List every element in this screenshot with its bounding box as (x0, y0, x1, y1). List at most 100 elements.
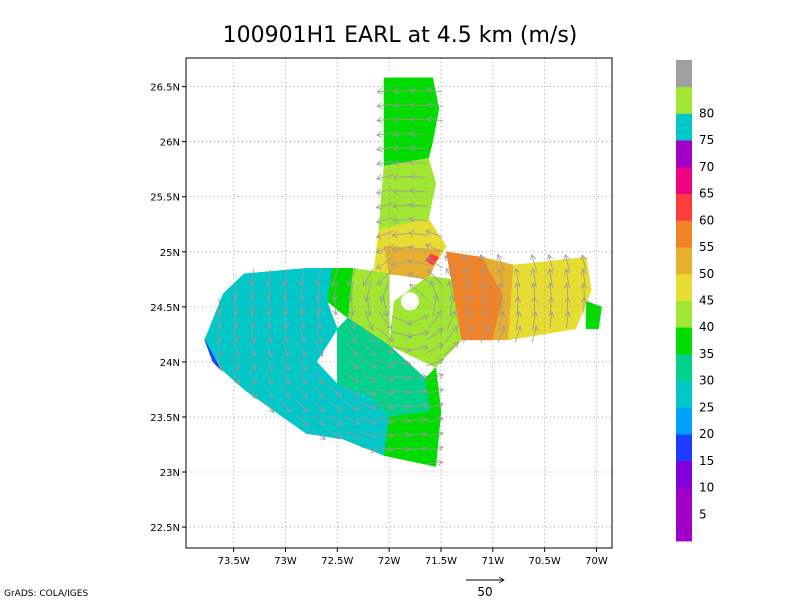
wind-vector (234, 326, 237, 343)
wind-vector (432, 295, 437, 317)
colorbar-swatch (676, 220, 692, 248)
wind-vector (266, 326, 271, 342)
wind-vector (312, 400, 325, 412)
colorbar-swatch (676, 487, 692, 515)
wind-vector (311, 429, 325, 439)
wind-vector (410, 162, 427, 163)
wind-vector (582, 255, 585, 271)
wind-speed-field (204, 77, 602, 467)
wind-vector (393, 448, 409, 449)
wind-vector (377, 133, 394, 135)
wind-vector (431, 281, 440, 302)
wind-speed-region (481, 256, 514, 341)
wind-vector (500, 283, 502, 301)
wind-vector (377, 90, 393, 92)
wind-vector (394, 105, 410, 106)
y-axis-ticks: 22.5N 23N 23.5N 24N 24.5N 25N 25.5N 26N 26.5N (150, 83, 186, 534)
wind-vector (297, 355, 306, 371)
wind-vector (445, 256, 459, 271)
wind-vector (360, 372, 377, 382)
y-tick-label: 26N (160, 138, 180, 149)
colorbar-swatch (676, 407, 692, 435)
wind-speed-region (585, 300, 602, 330)
wind-vector (345, 341, 358, 356)
wind-vector (360, 417, 377, 424)
wind-vector (311, 414, 325, 425)
wind-vector (391, 331, 412, 337)
x-tick-label: 73W (274, 556, 297, 567)
wind-vector (376, 448, 393, 451)
wind-vector (501, 297, 502, 315)
wind-vector (410, 105, 427, 106)
wind-vector (426, 244, 444, 253)
colorbar-legend: 5 10 15 20 25 30 35 40 45 50 55 60 65 70 75 80 (676, 60, 714, 542)
wind-vector (252, 283, 253, 299)
wind-vector (378, 269, 393, 285)
wind-vector (279, 399, 290, 412)
wind-vector (534, 283, 535, 300)
wind-vector (232, 355, 238, 371)
wind-vector (481, 311, 486, 329)
colorbar-swatch (676, 514, 692, 542)
wind-vector (235, 283, 236, 299)
wind-vector (427, 104, 443, 106)
wind-vector (376, 419, 393, 423)
wind-vector (550, 269, 553, 286)
wind-vector (392, 376, 411, 378)
colorbar-label: 45 (699, 294, 714, 308)
wind-vector (480, 255, 489, 271)
wind-vector (377, 119, 393, 121)
wind-vector (449, 282, 455, 302)
wind-vector (516, 312, 519, 329)
wind-vector (408, 261, 429, 266)
wind-vector (381, 281, 390, 302)
wind-vector (426, 389, 443, 395)
wind-vector (394, 134, 410, 135)
wind-vector (426, 257, 444, 269)
wind-vector (444, 327, 457, 343)
wind-vector (328, 415, 342, 425)
y-tick-label: 24N (160, 358, 180, 369)
wind-vector (566, 255, 570, 271)
wind-vector (377, 189, 394, 193)
wind-vector (363, 268, 374, 286)
wind-vector (378, 311, 391, 329)
colorbar-label: 55 (699, 240, 714, 254)
wind-vector (450, 296, 452, 316)
wind-vector (280, 384, 291, 398)
vector-reference: 50 (466, 580, 504, 599)
wind-vector (251, 269, 254, 285)
wind-vector (425, 360, 443, 367)
wind-vector (263, 399, 274, 413)
wind-vector (264, 384, 274, 399)
wind-vector (284, 268, 287, 285)
wind-vector (409, 247, 428, 250)
colorbar-label: 80 (699, 106, 714, 120)
wind-vector (517, 283, 519, 301)
wind-vector (233, 340, 238, 356)
reference-arrow-label: 50 (477, 585, 492, 599)
wind-vector (409, 391, 427, 393)
wind-vector (251, 311, 253, 328)
wind-vector (281, 355, 289, 371)
wind-vector (463, 255, 474, 271)
x-tick-label: 70W (585, 556, 608, 567)
wind-vector (366, 281, 372, 302)
chart-title: 100901H1 EARL at 4.5 km (m/s) (223, 23, 578, 48)
wind-vector (567, 283, 568, 300)
wind-vector (516, 269, 520, 286)
wind-vector (483, 282, 485, 301)
colorbar-swatch (676, 193, 692, 221)
wind-vector (409, 420, 427, 421)
wind-vector (248, 384, 256, 399)
colorbar-swatch (676, 86, 692, 114)
wind-vector (377, 104, 393, 106)
wind-vector (269, 297, 270, 315)
wind-vector (393, 162, 410, 163)
wind-vector (248, 369, 256, 385)
colorbar-swatch (676, 327, 692, 355)
wind-vector (235, 312, 237, 328)
wind-vector (376, 388, 394, 394)
x-tick-label: 71.5W (425, 556, 457, 567)
wind-vector (393, 176, 411, 177)
